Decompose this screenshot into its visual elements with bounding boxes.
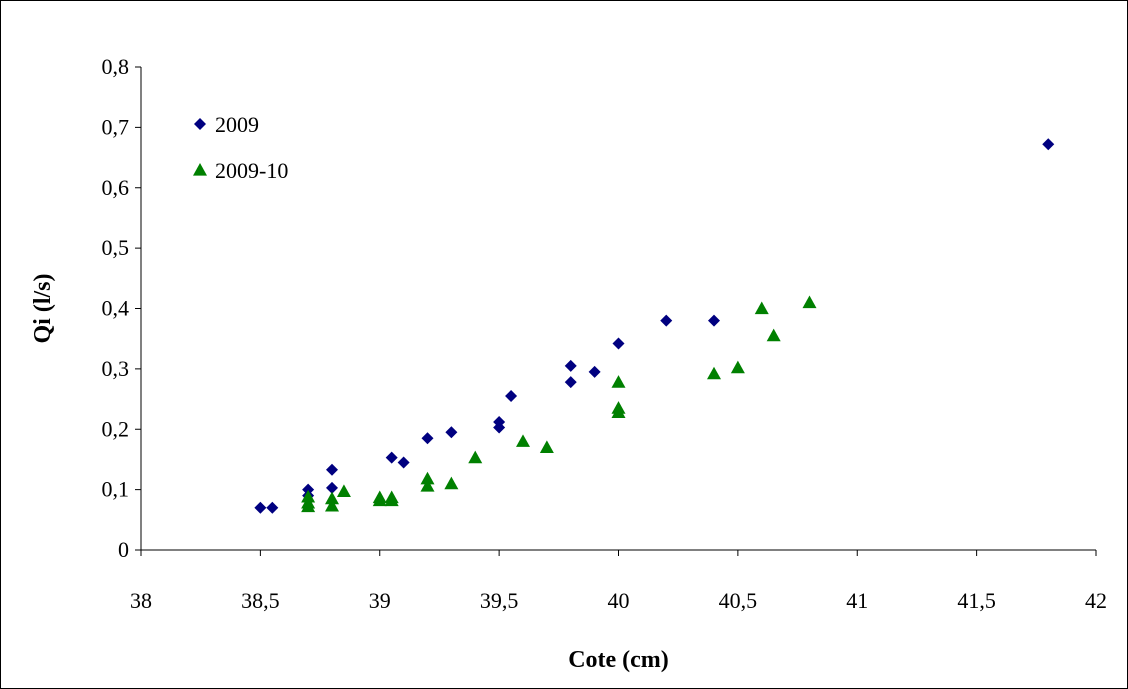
point-2009 [254, 501, 267, 514]
y-axis-title: Qi (l/s) [30, 274, 56, 344]
point-2009 [397, 456, 410, 469]
point-2009-10 [611, 405, 626, 418]
point-2009 [1042, 138, 1055, 151]
point-2009 [326, 481, 338, 494]
point-2009-10 [301, 499, 316, 513]
y-tick-label: 0,7 [102, 114, 130, 139]
x-tick-label: 38,5 [241, 588, 280, 613]
point-2009 [564, 376, 577, 389]
point-2009-10 [372, 493, 387, 507]
point-2009-10 [444, 476, 459, 490]
point-2009 [612, 337, 625, 350]
y-tick-label: 0,3 [102, 356, 130, 381]
point-2009 [421, 432, 434, 445]
y-tick-label: 0 [118, 537, 129, 562]
point-2009-10 [420, 479, 435, 492]
x-ticks: 38 38,5 39 39,5 40 40,5 41 41,5 42 [130, 550, 1107, 613]
point-2009-10 [420, 471, 435, 485]
point-2009 [708, 314, 720, 327]
point-2009-10 [707, 366, 721, 380]
data-points [254, 138, 1055, 514]
y-tick-label: 0,4 [102, 296, 130, 321]
legend-item-2009: 2009 [194, 112, 259, 137]
legend-label-2009: 2009 [215, 112, 259, 137]
point-2009 [493, 421, 506, 434]
axes [140, 67, 1096, 551]
point-2009 [660, 314, 673, 327]
point-2009 [302, 483, 315, 496]
x-tick-label: 41 [846, 588, 868, 613]
x-axis-title: Cote (cm) [568, 647, 669, 673]
point-2009-10 [325, 498, 339, 512]
legend-marker-triangle [193, 163, 207, 176]
y-tick-label: 0,8 [102, 54, 130, 79]
x-tick-label: 39,5 [480, 588, 519, 613]
point-2009 [588, 365, 601, 378]
x-tick-label: 39 [369, 588, 391, 613]
legend: 2009 2009-10 [193, 112, 288, 183]
point-2009-10 [516, 434, 530, 447]
y-tick-label: 0,5 [102, 235, 130, 260]
legend-marker-diamond [194, 118, 206, 130]
x-tick-label: 41,5 [957, 588, 996, 613]
point-2009-10 [384, 493, 399, 507]
x-tick-label: 40,5 [719, 588, 758, 613]
point-2009-10 [802, 295, 817, 309]
point-2009 [564, 359, 577, 372]
point-2009-10 [611, 375, 626, 388]
y-tick-label: 0,6 [102, 175, 130, 200]
point-2009-10 [754, 301, 769, 315]
point-2009-10 [539, 440, 554, 453]
x-tick-label: 38 [130, 588, 152, 613]
point-2009 [326, 463, 338, 476]
point-2009-10 [730, 360, 745, 374]
y-ticks: 0 0,1 0,2 0,3 0,4 0,5 0,6 0,7 0,8 [102, 54, 141, 562]
point-2009 [385, 451, 398, 464]
point-2009 [445, 426, 458, 439]
legend-item-2009-10: 2009-10 [193, 158, 288, 183]
point-2009 [505, 390, 518, 403]
x-tick-label: 42 [1085, 588, 1107, 613]
point-2009-10 [468, 450, 483, 464]
point-2009-10 [766, 328, 781, 342]
y-tick-label: 0,1 [102, 477, 130, 502]
point-2009-10 [336, 484, 351, 498]
point-2009-10 [325, 491, 339, 505]
x-tick-label: 40 [608, 588, 630, 613]
legend-label-2009-10: 2009-10 [215, 158, 288, 183]
point-2009 [266, 501, 279, 514]
y-tick-label: 0,2 [102, 416, 130, 441]
